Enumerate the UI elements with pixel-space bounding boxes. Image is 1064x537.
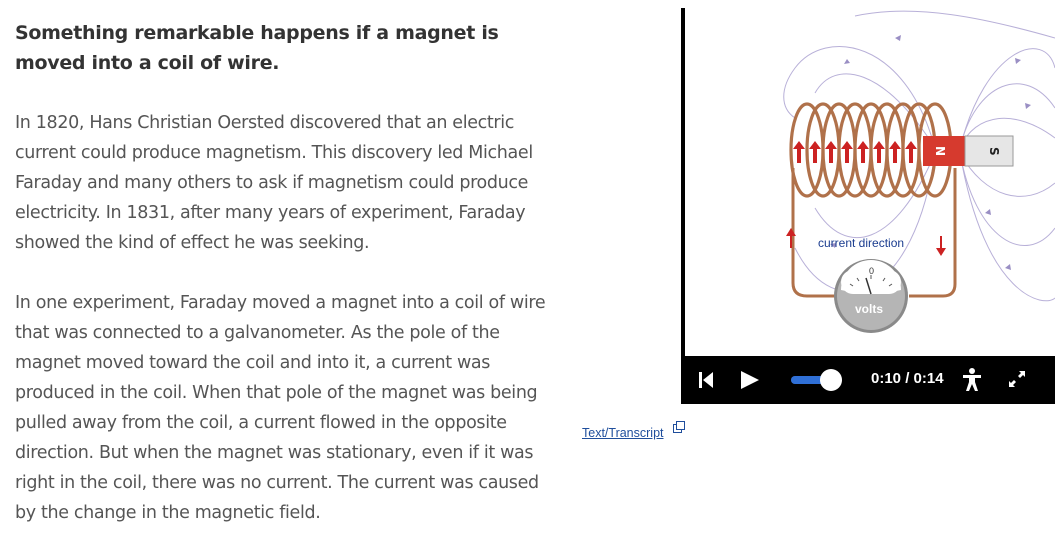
magnet-north-label: N [933,146,947,156]
lesson-heading: Something remarkable happens if a magnet… [15,22,499,74]
external-link-icon[interactable] [673,421,685,433]
paragraph-faraday-experiment: In one experiment, Faraday moved a magne… [15,293,546,523]
field-arrows [830,35,1031,270]
magnet-south-label: S [987,147,1001,156]
fullscreen-icon[interactable] [1007,369,1027,389]
up-arrow-icon [786,228,796,248]
current-direction-label: current direction [818,236,904,250]
circuit-wire [791,168,957,298]
transcript-link[interactable]: Text/Transcript [582,426,664,440]
induction-animation: N S current direction [783,10,1055,333]
time-display: 0:10 / 0:14 [871,370,944,387]
meter-zero-label: 0 [869,266,874,276]
meter-volts-label: volts [855,302,883,316]
play-icon[interactable] [741,371,759,389]
volume-slider[interactable] [789,368,843,392]
down-arrow-icon [936,236,946,256]
skip-back-icon[interactable] [699,372,713,388]
coil-current-arrows [793,141,917,163]
accessibility-icon[interactable] [963,368,981,392]
paragraph-oersted: In 1820, Hans Christian Oersted discover… [15,113,533,253]
video-frame[interactable]: N S current direction [685,8,1055,356]
galvanometer: 0 volts [834,259,908,333]
video-player[interactable]: N S current direction [681,8,1055,404]
bar-magnet: N S [923,135,1014,167]
video-controls: 0:10 / 0:14 [681,356,1055,404]
coil-of-wire [789,102,953,198]
